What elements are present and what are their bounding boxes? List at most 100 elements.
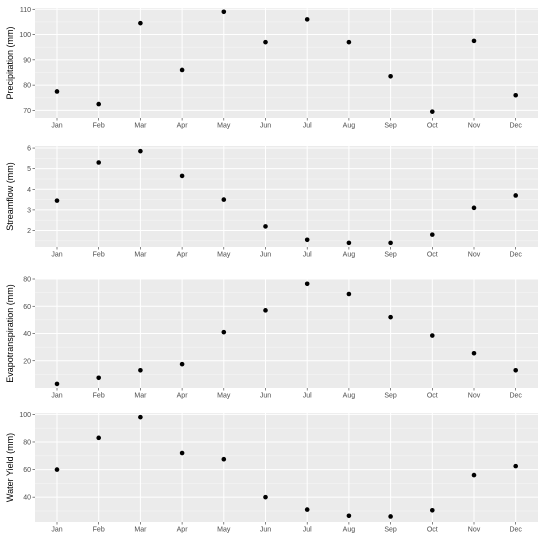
data-point [54,467,60,472]
data-point [388,73,393,79]
x-tick-label: Feb [93,123,105,130]
data-point [346,240,352,246]
data-point [54,89,60,94]
data-point [388,514,393,519]
data-point [54,198,60,203]
data-point [179,361,185,367]
data-point [221,9,227,15]
data-point [304,237,310,243]
data-point [471,38,477,44]
data-point [138,20,143,26]
x-tick-label: Sep [384,123,397,130]
y-tick-label: 80 [23,277,31,284]
x-tick-label: Jul [303,123,312,130]
y-tick-label: 100 [19,412,31,419]
x-tick-label: Dec [509,527,522,534]
panel-background [35,413,538,522]
x-tick-label: May [217,527,231,534]
x-tick-label: Dec [509,123,522,130]
y-axis-title: Streamflow (mm) [5,162,15,231]
data-point [138,148,143,154]
y-tick-label: 6 [27,146,31,153]
chart-panel-4: 40 60 80 100 Jan Feb Mar Apr May Jun Jul Aug Sep Oct N… [5,412,538,534]
y-tick-label: 40 [23,495,31,502]
x-tick-label: May [217,393,231,400]
x-tick-label: Aug [343,252,356,259]
data-point [96,101,101,107]
x-tick-label: Feb [93,527,105,534]
data-point [179,173,185,179]
data-point [471,205,477,211]
x-tick-label: Aug [343,393,356,400]
y-tick-label: 5 [27,166,31,173]
data-point [263,39,268,45]
y-tick-label: 60 [23,467,31,474]
x-tick-label: Apr [177,252,189,259]
y-tick-label: 110 [20,7,31,14]
y-tick-label: 2 [27,228,31,235]
x-tick-label: Sep [384,252,397,259]
data-point [471,350,477,356]
data-point [179,67,185,73]
data-point [513,367,518,373]
panel-background [35,146,538,247]
data-point [471,472,477,478]
data-point [430,333,435,338]
x-tick-label: Jun [260,123,271,130]
x-tick-label: Apr [177,527,189,534]
data-point [346,291,352,297]
x-tick-label: May [217,252,231,259]
chart-panel-1: 70 80 90 100 110 Jan Feb Mar Apr May Jun Jul Aug Sep O… [5,7,538,130]
x-tick-label: Mar [134,527,147,534]
data-point [346,39,352,45]
x-tick-label: Apr [177,393,189,400]
x-tick-label: Aug [343,123,356,130]
y-tick-label: 70 [23,108,31,115]
chart-panel-3: 20 40 60 80 Jan Feb Mar Apr May Jun Jul Aug Sep Oct No… [5,277,538,400]
x-tick-label: Nov [468,527,481,534]
x-tick-label: Feb [93,252,105,259]
x-tick-label: Dec [509,252,522,259]
x-tick-label: Mar [134,393,147,400]
y-tick-label: 60 [23,304,31,311]
data-point [54,381,60,387]
data-point [263,308,268,313]
x-tick-label: Mar [134,252,147,259]
y-axis-title: Evapotranspiration (mm) [5,284,15,383]
x-tick-label: May [217,123,231,130]
y-tick-label: 80 [23,439,31,446]
data-point [346,513,352,519]
x-tick-label: Apr [177,123,189,130]
data-point [388,314,393,320]
x-tick-label: Aug [343,527,356,534]
x-tick-label: Oct [427,527,438,534]
chart-panel-2: 2 3 4 5 6 Jan Feb Mar Apr May Jun Jul Aug Sep Oct Nov De… [5,146,538,259]
data-point [96,160,101,165]
data-point [304,17,310,22]
x-tick-label: Sep [384,527,397,534]
y-tick-label: 3 [27,207,31,214]
data-point [513,92,518,98]
data-point [513,463,518,469]
data-point [221,197,227,202]
data-point [388,240,393,246]
x-tick-label: Oct [427,393,438,400]
x-tick-label: Mar [134,123,147,130]
data-point [221,329,227,335]
data-point [96,435,101,441]
data-point [430,109,435,114]
y-axis-title: Precipitation (mm) [5,26,15,99]
data-point [138,414,143,420]
data-point [221,456,227,462]
data-point [263,224,268,229]
x-tick-label: Nov [468,252,481,259]
x-tick-label: Jul [303,393,312,400]
x-tick-label: Jan [51,393,62,400]
x-tick-label: Dec [509,393,522,400]
y-axis-title: Water Yield (mm) [5,433,15,502]
y-tick-label: 90 [23,57,31,64]
x-tick-label: Nov [468,393,481,400]
y-tick-label: 80 [23,83,31,90]
x-tick-label: Nov [468,123,481,130]
x-tick-label: Feb [93,393,105,400]
